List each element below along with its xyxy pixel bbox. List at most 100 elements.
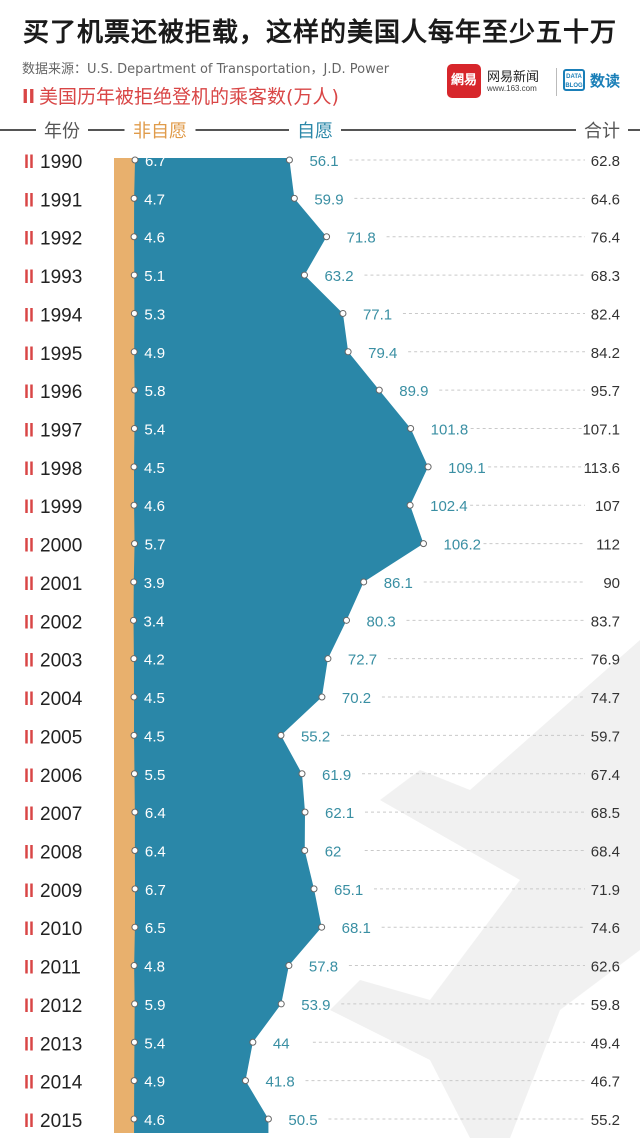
voluntary-value: 62	[325, 843, 342, 860]
involuntary-value: 4.7	[144, 191, 165, 208]
year-marker-icon: ll	[24, 344, 34, 364]
voluntary-point	[318, 693, 326, 701]
involuntary-point	[130, 233, 138, 241]
data-source: 数据来源：U.S. Department of Transportation，J…	[22, 62, 390, 77]
voluntary-point	[324, 655, 332, 663]
header-bg	[576, 116, 628, 144]
year-marker-icon: ll	[24, 536, 34, 556]
netease-name: 网易新闻	[487, 70, 540, 85]
total-value: 59.7	[591, 728, 620, 745]
total-value: 76.4	[591, 230, 620, 247]
involuntary-value: 6.4	[145, 805, 166, 822]
involuntary-value: 5.5	[144, 767, 165, 784]
voluntary-value: 101.8	[431, 422, 469, 439]
total-value: 107	[595, 498, 620, 515]
involuntary-area	[114, 158, 136, 1133]
year-label: 1992	[40, 229, 82, 250]
involuntary-point	[130, 693, 138, 701]
total-value: 55.2	[591, 1112, 620, 1129]
voluntary-value: 65.1	[334, 882, 363, 899]
airplane-watermark-icon	[330, 640, 640, 1138]
voluntary-value: 61.9	[322, 767, 351, 784]
voluntary-value: 55.2	[301, 728, 330, 745]
voluntary-point	[301, 846, 309, 854]
voluntary-value: 80.3	[367, 613, 396, 630]
involuntary-value: 5.7	[145, 537, 166, 554]
year-marker-icon: ll	[24, 651, 34, 671]
year-label: 2001	[40, 574, 82, 595]
involuntary-value: 5.8	[145, 383, 166, 400]
voluntary-value: 70.2	[342, 690, 371, 707]
year-label: 2002	[40, 612, 82, 633]
involuntary-point	[130, 655, 138, 663]
voluntary-value: 71.8	[347, 230, 376, 247]
involuntary-point	[130, 578, 138, 586]
voluntary-value: 63.2	[324, 268, 353, 285]
involuntary-point	[130, 1038, 138, 1046]
voluntary-point	[310, 885, 318, 893]
involuntary-value: 4.8	[144, 959, 165, 976]
year-marker-icon: ll	[24, 305, 34, 325]
year-label: 2014	[40, 1073, 83, 1094]
year-label: 2009	[40, 881, 82, 902]
year-marker-icon: ll	[24, 574, 34, 594]
year-label: 2008	[40, 842, 82, 863]
year-marker-icon: ll	[24, 1034, 34, 1054]
voluntary-point	[264, 1115, 272, 1123]
year-label: 2013	[40, 1034, 82, 1055]
total-value: 82.4	[591, 306, 620, 323]
netease-logo: 網易	[447, 64, 481, 98]
year-marker-icon: ll	[24, 766, 34, 786]
voluntary-point	[300, 271, 308, 279]
voluntary-value: 77.1	[363, 306, 392, 323]
voluntary-value: 102.4	[430, 498, 468, 515]
year-marker-icon: ll	[24, 881, 34, 901]
year-marker-icon: ll	[24, 267, 34, 287]
voluntary-value: 56.1	[309, 153, 338, 170]
involuntary-value: 6.4	[145, 843, 166, 860]
involuntary-value: 5.1	[144, 268, 165, 285]
year-label: 1990	[40, 152, 82, 173]
year-marker-icon: ll	[24, 497, 34, 517]
involuntary-point	[130, 271, 138, 279]
involuntary-value: 6.7	[145, 882, 166, 899]
year-marker-icon: ll	[24, 1073, 34, 1093]
involuntary-point	[131, 923, 139, 931]
column-header-2: 自愿	[297, 121, 333, 142]
year-label: 1993	[40, 267, 82, 288]
total-value: 68.4	[591, 843, 620, 860]
voluntary-point	[285, 962, 293, 970]
involuntary-value: 6.7	[145, 153, 166, 170]
voluntary-point	[424, 463, 432, 471]
year-label: 1998	[40, 459, 82, 480]
involuntary-point	[130, 309, 138, 317]
involuntary-point	[131, 540, 139, 548]
year-label: 2011	[40, 958, 81, 979]
voluntary-point	[406, 501, 414, 509]
involuntary-value: 4.5	[144, 690, 165, 707]
year-marker-icon: ll	[24, 229, 34, 249]
column-header-1: 非自愿	[133, 121, 187, 142]
year-label: 1997	[40, 421, 82, 442]
total-value: 59.8	[591, 997, 620, 1014]
total-value: 62.8	[591, 153, 620, 170]
year-marker-icon: ll	[24, 689, 34, 709]
voluntary-value: 62.1	[325, 805, 354, 822]
involuntary-point	[131, 156, 139, 164]
involuntary-point	[131, 846, 139, 854]
header-bg	[124, 116, 196, 144]
total-value: 83.7	[591, 613, 620, 630]
total-value: 74.6	[591, 920, 620, 937]
voluntary-value: 53.9	[301, 997, 330, 1014]
year-marker-icon: ll	[24, 382, 34, 402]
involuntary-point	[130, 962, 138, 970]
year-marker-icon: ll	[24, 727, 34, 747]
total-value: 49.4	[591, 1035, 620, 1052]
voluntary-value: 44	[273, 1035, 290, 1052]
voluntary-value: 79.4	[368, 345, 397, 362]
involuntary-point	[131, 885, 139, 893]
involuntary-point	[130, 425, 138, 433]
year-label: 2000	[40, 536, 82, 557]
voluntary-value: 106.2	[443, 537, 481, 554]
involuntary-value: 5.4	[144, 1035, 165, 1052]
